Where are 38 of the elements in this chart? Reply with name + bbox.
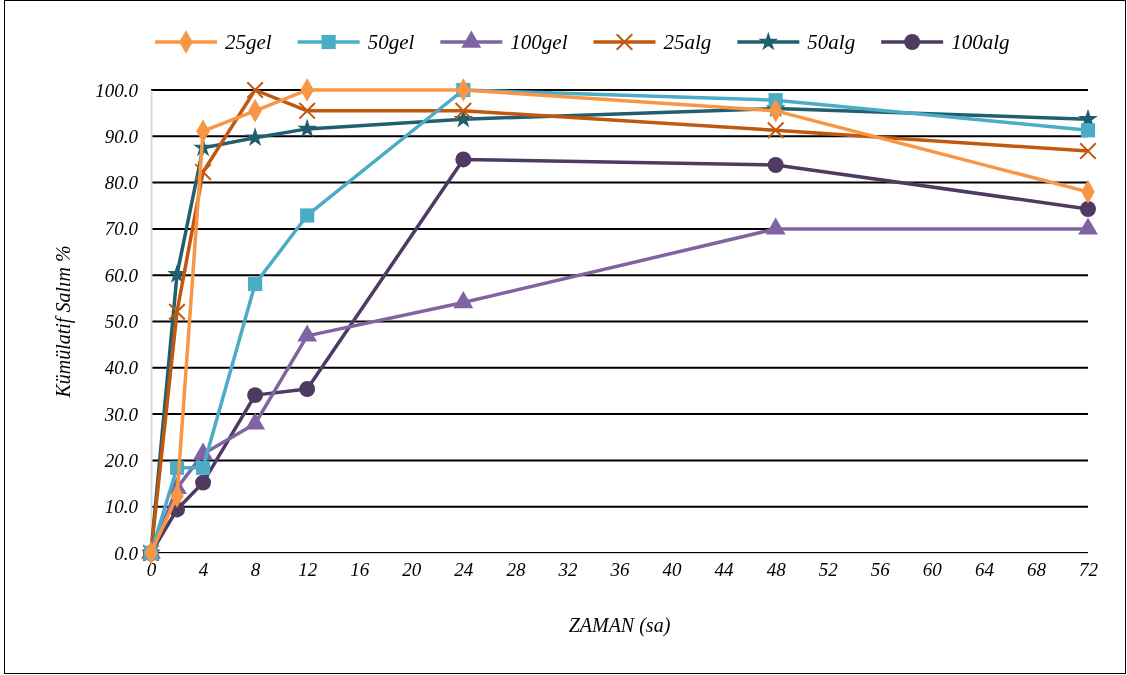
x-tick-label: 4 — [198, 559, 209, 581]
x-tick-label: 36 — [609, 559, 630, 581]
legend-label: 25gel — [225, 30, 272, 54]
y-tick-label: 60.0 — [104, 264, 139, 286]
x-tick-label: 72 — [1079, 559, 1099, 581]
x-tick-label: 24 — [454, 559, 474, 581]
legend-label: 50alg — [807, 30, 856, 54]
x-tick-label: 40 — [662, 559, 683, 581]
y-tick-label: 20.0 — [104, 449, 139, 471]
y-tick-label: 50.0 — [104, 311, 139, 333]
legend-label: 100gel — [510, 30, 568, 54]
x-tick-label: 52 — [818, 559, 839, 581]
y-tick-label: 70.0 — [104, 218, 139, 240]
y-tick-label: 80.0 — [104, 172, 139, 194]
legend-label: 25alg — [663, 30, 712, 54]
x-tick-label: 44 — [714, 559, 735, 581]
x-axis-title: ZAMAN (sa) — [568, 614, 671, 637]
y-axis-title: Kümülatif Salım % — [52, 245, 75, 399]
y-tick-label: 40.0 — [104, 357, 139, 379]
y-tick-label: 90.0 — [104, 125, 139, 147]
legend-label: 100alg — [951, 30, 1010, 54]
y-tick-label: 30.0 — [103, 403, 139, 425]
y-tick-label: 0.0 — [114, 542, 139, 564]
x-tick-label: 48 — [766, 559, 787, 581]
y-tick-label: 100.0 — [95, 79, 139, 101]
x-tick-label: 32 — [557, 559, 578, 581]
x-tick-label: 20 — [402, 559, 422, 581]
x-tick-label: 16 — [350, 559, 370, 581]
x-tick-label: 28 — [506, 559, 526, 581]
x-tick-label: 8 — [250, 559, 261, 581]
x-tick-label: 68 — [1026, 559, 1047, 581]
legend-label: 50gel — [367, 30, 415, 54]
x-tick-label: 56 — [870, 559, 891, 581]
x-tick-label: 0 — [146, 559, 157, 581]
x-tick-label: 12 — [298, 559, 318, 581]
x-tick-label: 60 — [922, 559, 943, 581]
y-tick-label: 10.0 — [104, 496, 139, 518]
x-tick-label: 64 — [974, 559, 995, 581]
